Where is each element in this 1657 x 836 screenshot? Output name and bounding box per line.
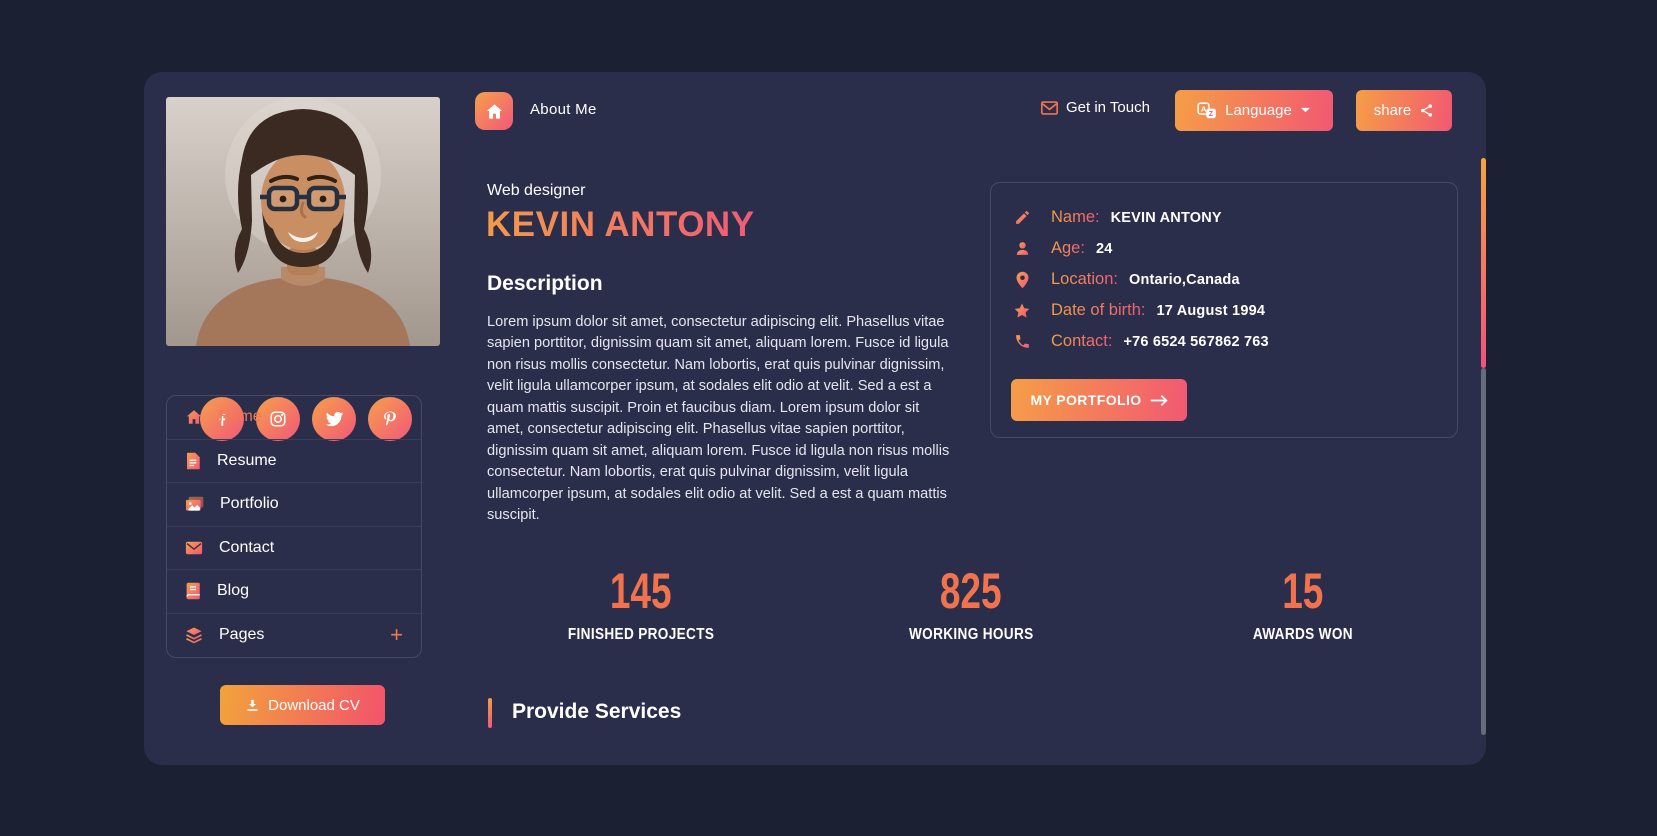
pinterest-icon	[381, 410, 399, 428]
sidebar-item-blog[interactable]: Blog	[167, 570, 421, 614]
download-cv-label: Download CV	[268, 696, 360, 714]
pinterest-button[interactable]	[368, 397, 412, 441]
arrow-right-icon	[1150, 394, 1168, 407]
svg-text:A: A	[1201, 105, 1207, 114]
share-label: share	[1373, 102, 1412, 119]
page-title-name: KEVIN ANTONY	[486, 205, 755, 244]
stat-label: AWARDS WON	[1252, 626, 1354, 643]
breadcrumb-about-me: About Me	[530, 101, 597, 118]
language-label: Language	[1225, 102, 1292, 119]
sidebar-item-label: Home	[219, 408, 262, 426]
sidebar-item-contact[interactable]: Contact	[167, 527, 421, 570]
envelope-icon	[185, 541, 203, 555]
layers-icon	[185, 626, 203, 644]
stat-finished-projects: 145 FINISHED PROJECTS	[481, 562, 801, 644]
info-row-age: Age: 24	[1011, 233, 1437, 264]
chevron-down-icon	[1300, 107, 1311, 114]
sidebar-item-home[interactable]: Home	[167, 396, 421, 440]
sidebar-item-resume[interactable]: Resume	[167, 440, 421, 483]
sidebar-item-label: Resume	[217, 451, 277, 469]
info-row-dob: Date of birth: 17 August 1994	[1011, 295, 1437, 326]
facebook-button[interactable]	[200, 397, 244, 441]
info-label: Date of birth:	[1051, 301, 1146, 319]
share-icon	[1419, 103, 1434, 118]
scrollbar-track[interactable]	[1481, 368, 1486, 735]
person-icon	[1011, 240, 1033, 257]
sidebar-item-label: Pages	[219, 626, 265, 644]
stat-value: 145	[610, 563, 672, 619]
section-accent-bar	[488, 698, 492, 728]
info-value: 17 August 1994	[1156, 302, 1266, 319]
profile-photo	[166, 97, 440, 346]
stat-awards-won: 15 AWARDS WON	[1143, 562, 1463, 644]
instagram-button[interactable]	[256, 397, 300, 441]
facebook-icon	[213, 410, 231, 428]
role-subtitle: Web designer	[487, 182, 586, 199]
scrollbar-thumb[interactable]	[1481, 158, 1486, 368]
home-icon	[485, 102, 504, 121]
social-links	[144, 397, 440, 441]
info-value: +76 6524 567862 763	[1123, 333, 1269, 350]
twitter-icon	[325, 411, 344, 428]
share-button[interactable]: share	[1356, 90, 1452, 131]
info-row-location: Location: Ontario,Canada	[1011, 264, 1437, 295]
info-value: Ontario,Canada	[1128, 271, 1240, 288]
envelope-icon	[1041, 100, 1058, 115]
my-portfolio-label: MY PORTFOLIO	[1030, 392, 1142, 408]
expand-plus-icon[interactable]: +	[390, 622, 403, 648]
svg-text:Z: Z	[1209, 111, 1214, 118]
sidebar-item-label: Blog	[217, 582, 250, 600]
info-label: Age:	[1051, 239, 1085, 257]
home-button[interactable]	[475, 92, 513, 130]
description-heading: Description	[487, 272, 603, 295]
portfolio-icon	[185, 496, 204, 513]
download-icon	[245, 698, 260, 713]
get-in-touch-link[interactable]: Get in Touch	[1041, 99, 1150, 116]
download-cv-button[interactable]: Download CV	[220, 685, 385, 725]
services-heading: Provide Services	[512, 700, 682, 723]
sidebar-menu: Home Resume Portfolio Contact Blog Pages…	[166, 395, 422, 658]
get-in-touch-label: Get in Touch	[1066, 99, 1150, 116]
home-icon	[185, 408, 203, 426]
sidebar-item-portfolio[interactable]: Portfolio	[167, 483, 421, 527]
sidebar-item-label: Contact	[219, 538, 275, 556]
info-row-name: Name: KEVIN ANTONY	[1011, 202, 1437, 233]
stat-label: WORKING HOURS	[908, 626, 1034, 643]
stat-value: 15	[1282, 563, 1324, 619]
pencil-icon	[1011, 209, 1033, 226]
location-icon	[1011, 271, 1033, 289]
description-paragraph: Lorem ipsum dolor sit amet, consectetur …	[487, 314, 950, 523]
stat-working-hours: 825 WORKING HOURS	[811, 562, 1131, 644]
stat-label: FINISHED PROJECTS	[567, 626, 715, 643]
sidebar-item-pages[interactable]: Pages +	[167, 614, 421, 658]
star-icon	[1011, 302, 1033, 320]
resume-icon	[185, 452, 201, 470]
info-value: 24	[1095, 240, 1113, 257]
info-label: Location:	[1051, 270, 1118, 288]
twitter-button[interactable]	[312, 397, 356, 441]
blog-icon	[185, 582, 201, 600]
info-value: KEVIN ANTONY	[1110, 209, 1222, 226]
info-label: Name:	[1051, 208, 1100, 226]
instagram-icon	[269, 410, 287, 428]
personal-info-card: Name: KEVIN ANTONY Age: 24 Location: Ont…	[990, 182, 1458, 438]
info-row-contact: Contact: +76 6524 567862 763	[1011, 326, 1437, 357]
stat-value: 825	[940, 563, 1002, 619]
sidebar-item-label: Portfolio	[220, 495, 279, 513]
my-portfolio-button[interactable]: MY PORTFOLIO	[1011, 379, 1187, 421]
info-label: Contact:	[1051, 332, 1113, 350]
phone-icon	[1011, 333, 1033, 350]
